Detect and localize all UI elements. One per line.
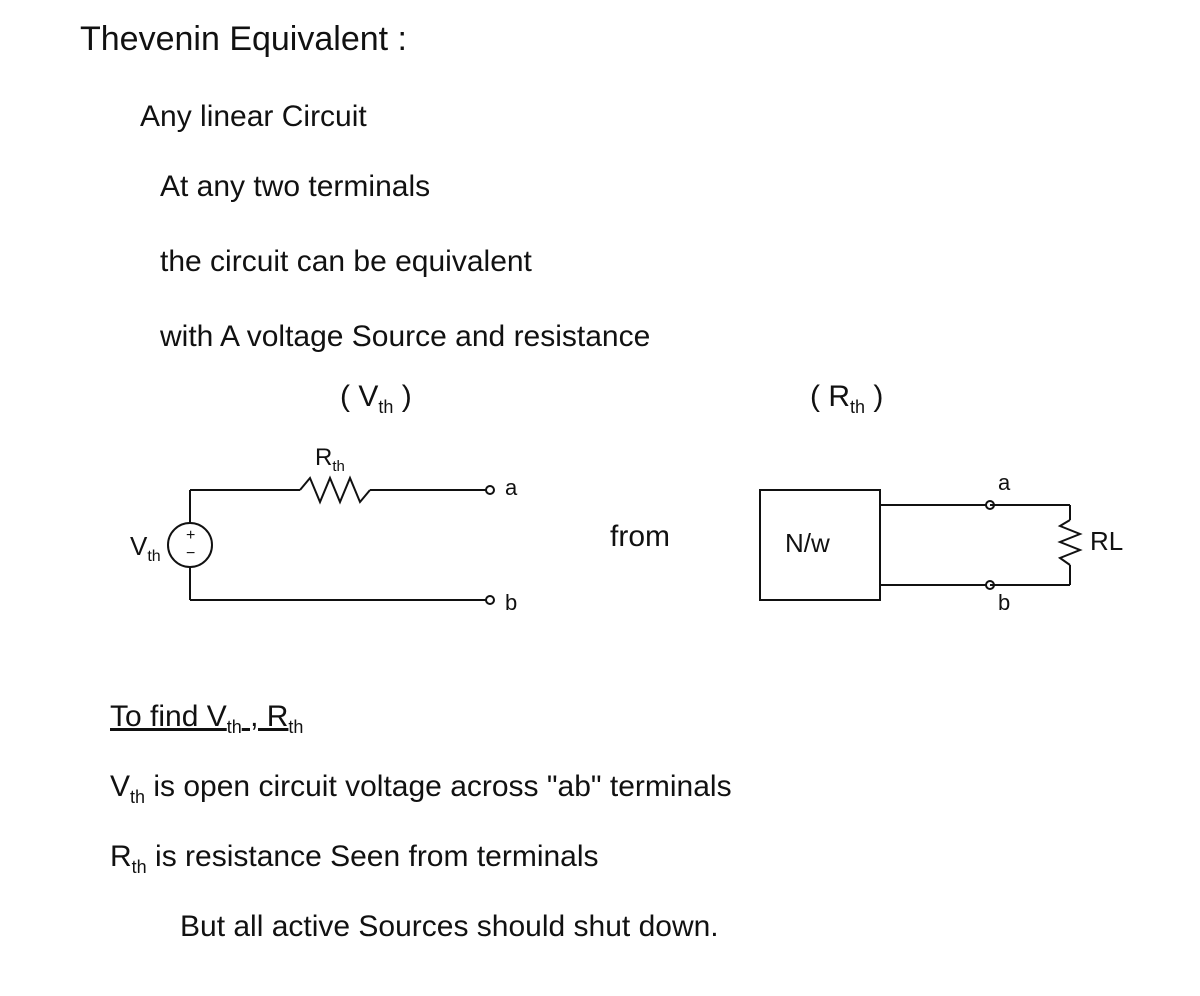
rth-def-pre: R: [110, 840, 132, 873]
terminal-a-left: a: [505, 475, 518, 500]
terminal-b-left: b: [505, 590, 517, 615]
from-label: from: [610, 520, 670, 554]
terminal-a-right: a: [998, 470, 1011, 495]
rth-label: Rth: [315, 444, 345, 475]
intro-line-4: with A voltage Source and resistance: [160, 320, 650, 354]
nw-box-label: N/w: [785, 528, 830, 558]
rth-open: ( R: [810, 380, 850, 413]
vth-label: Vth: [130, 531, 161, 565]
rth-sub: th: [850, 397, 865, 417]
rth-close: ): [865, 380, 883, 413]
title: Thevenin Equivalent :: [80, 20, 407, 59]
vsrc-plus: +: [186, 527, 195, 544]
rth-paren: ( Rth ): [810, 380, 883, 418]
intro-line-2: At any two terminals: [160, 170, 430, 204]
vth-def: Vth is open circuit voltage across "ab" …: [110, 770, 732, 808]
find-pre: To find V: [110, 700, 227, 733]
rth-def: Rth is resistance Seen from terminals: [110, 840, 599, 878]
vth-def-pre: V: [110, 770, 130, 803]
terminal-b-right: b: [998, 590, 1010, 615]
vth-def-sub: th: [130, 787, 145, 807]
vth-def-rest: is open circuit voltage across "ab" term…: [145, 770, 732, 803]
find-heading: To find Vth , Rth: [110, 700, 303, 738]
intro-line-3: the circuit can be equivalent: [160, 245, 532, 279]
thevenin-circuit: + − Vth Rth a b: [120, 430, 540, 650]
find-sub2: th: [288, 717, 303, 737]
find-sub1: th: [227, 717, 242, 737]
network-circuit: N/w a b RL: [740, 430, 1160, 650]
intro-line-1: Any linear Circuit: [140, 100, 367, 134]
rth-def-rest: is resistance Seen from terminals: [147, 840, 599, 873]
vth-open: ( V: [340, 380, 378, 413]
vsrc-minus: −: [186, 545, 195, 562]
but-note: But all active Sources should shut down.: [180, 910, 719, 944]
page: Thevenin Equivalent : Any linear Circuit…: [0, 0, 1200, 996]
rth-def-sub: th: [132, 857, 147, 877]
vth-paren: ( Vth ): [340, 380, 412, 418]
vth-sub: th: [378, 397, 393, 417]
find-mid: , R: [242, 700, 289, 733]
vth-close: ): [393, 380, 411, 413]
rl-label: RL: [1090, 526, 1123, 556]
